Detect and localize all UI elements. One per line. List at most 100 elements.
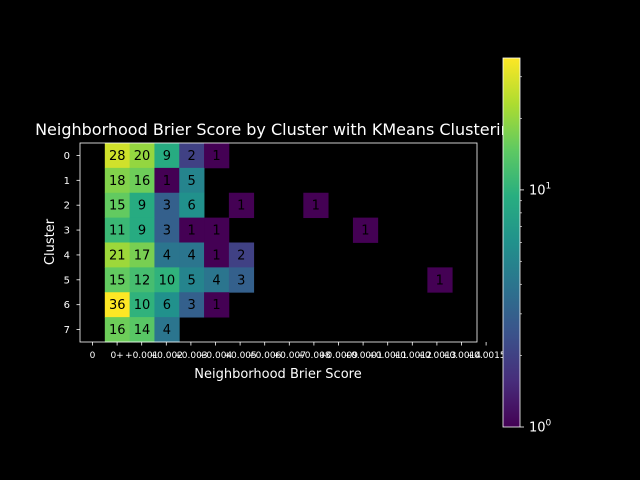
x-tick-label: +0.008 [297,351,331,361]
plot-frame [79,142,478,343]
x-tick-label: +0.0001 [344,351,383,361]
cell-value-label: 28 [109,149,126,164]
cell-value-label: 1 [212,224,220,239]
heatmap-cell [154,292,180,318]
cell-value-label: 6 [188,199,196,214]
heatmap-cell [352,217,379,243]
cell-value-label: 18 [109,174,126,189]
heatmap-cell [104,292,131,318]
cell-value-label: 10 [134,298,151,313]
heatmap-cell [179,167,205,194]
heatmap-cells: 28 20 9 2 118 16 1 515 9 3 6 1 111 9 3 1 1 121 17 4 4 1 215 12 1… [104,143,453,343]
x-tick-label: 0+ [110,351,123,361]
heatmap-cell [154,242,180,268]
heatmap-cell [154,143,180,169]
heatmap-cell [303,192,329,219]
heatmap-cell [228,242,255,268]
heatmap-cell [179,242,205,268]
heatmap-cell [204,292,230,318]
heatmap-cell [427,267,453,293]
y-tick-label: 6 [64,300,70,311]
cell-value-label: 1 [188,224,196,239]
cell-value-label: 3 [163,224,171,239]
heatmap-cell [129,292,155,318]
x-tick-label: +0.0013 [417,351,456,361]
cell-value-label: 1 [212,248,220,263]
x-axis-label: Neighborhood Brier Score [194,367,361,382]
cell-value-label: 1 [312,199,320,214]
y-tick-label: 1 [64,176,70,187]
cell-value-label: 14 [134,323,151,338]
cell-value-label: 4 [188,248,196,263]
x-axis-ticks: 0 0+ +0.001+0.002+0.003+0.004+0.005+0.006 +… [90,342,506,361]
cell-value-label: 16 [109,323,126,338]
colorbar [502,57,521,428]
y-axis-ticks: 0 1 2 3 4 5 6 7 [64,151,80,336]
cell-value-label: 1 [436,273,444,288]
x-tick-label: +0.001 [125,351,158,361]
y-tick-label: 7 [64,325,70,336]
x-tick-label: +0.004 [199,351,233,361]
x-tick-label: +0.006 [248,351,282,361]
heatmap-cell [154,267,180,293]
cell-value-label: 4 [163,248,171,263]
cell-value-label: 9 [138,199,146,214]
cell-value-label: 12 [134,273,151,288]
cell-value-label: 1 [163,174,171,189]
cell-value-label: 1 [361,224,369,239]
heatmap-cell [228,192,255,219]
heatmap-cell [204,217,230,243]
heatmap-cell [104,167,131,194]
x-tick-label: +0.003 [174,351,207,361]
cell-value-label: 3 [188,298,196,313]
heatmap-cell [129,143,155,169]
heatmap-cell [129,167,155,194]
heatmap-cell [179,143,205,169]
heatmap-cell [228,267,255,293]
heatmap-cell [179,217,205,243]
heatmap-cell [104,242,131,268]
heatmap-cell [154,192,180,219]
cell-value-label: 1 [237,199,245,214]
heatmap-cell [104,217,131,243]
heatmap-cell [179,292,205,318]
heatmap-cell [129,217,155,243]
cell-value-label: 5 [188,273,196,288]
heatmap-cell [204,143,230,169]
cell-value-label: 1 [212,149,220,164]
x-tick-label: +0.005 [223,351,256,361]
x-tick-label: +0.0011 [368,351,407,361]
cell-value-label: 9 [163,149,171,164]
x-tick-label: +0.0009 [319,351,358,361]
heatmap-cell [204,242,230,268]
cell-value-label: 21 [109,248,126,263]
heatmap-cell [129,242,155,268]
y-tick-label: 0 [64,151,70,162]
cell-value-label: 9 [138,224,146,239]
y-tick-label: 4 [64,250,70,261]
cell-value-label: 3 [237,273,245,288]
heatmap-cell [104,267,131,293]
heatmap-cell [154,167,180,194]
heatmap-cell [179,192,205,219]
x-tick-label: +0.0015 [467,351,506,361]
cell-value-label: 20 [134,149,151,164]
cell-value-label: 1 [212,298,220,313]
y-tick-label: 3 [64,226,70,237]
heatmap-cell [129,192,155,219]
cell-value-label: 15 [109,199,126,214]
x-tick-label: +0.0014 [442,351,481,361]
cell-value-label: 36 [109,298,126,313]
x-tick-label: +0.002 [150,351,183,361]
cell-value-label: 17 [134,248,151,263]
heatmap-cell [104,317,131,343]
y-tick-label: 5 [64,275,70,286]
heatmap-cell [129,267,155,293]
heatmap-cell [129,317,155,343]
cell-value-label: 11 [109,224,126,239]
cell-value-label: 2 [237,248,245,263]
heatmap-cell [104,143,131,169]
x-tick-label: 0 [90,351,96,361]
cell-value-label: 3 [163,199,171,214]
